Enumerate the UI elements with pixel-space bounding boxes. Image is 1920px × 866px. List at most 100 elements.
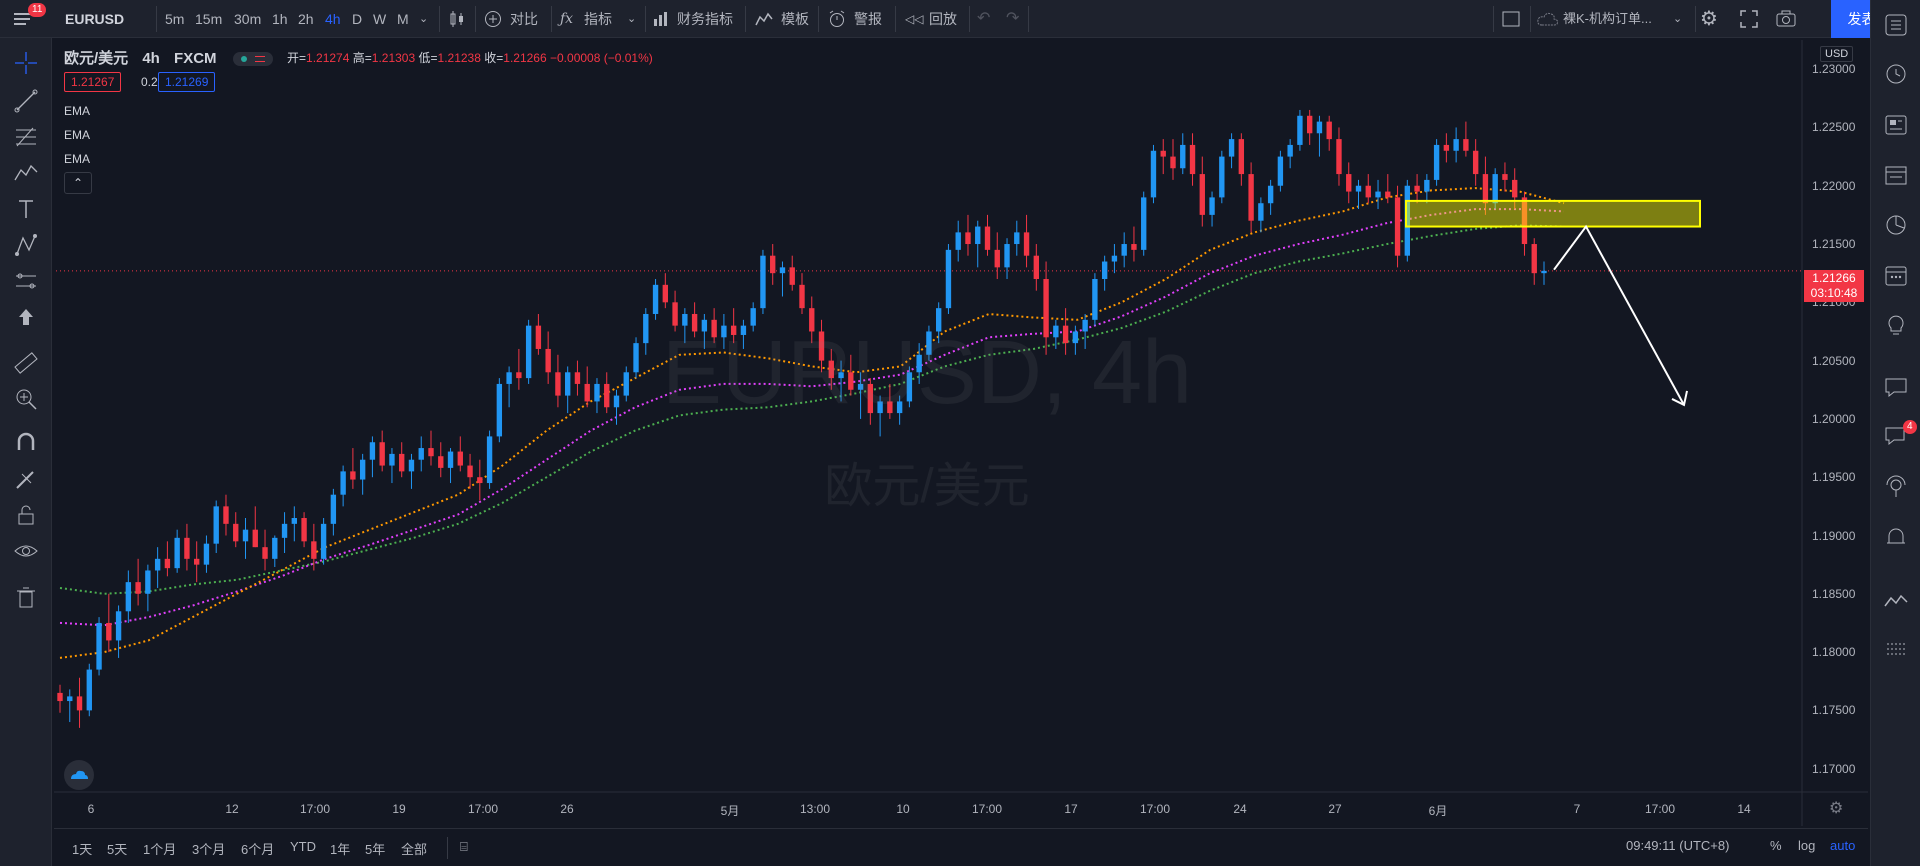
compare-icon[interactable] [484,10,502,31]
time-tick: 24 [1233,802,1247,816]
tf-15m[interactable]: 15m [195,11,223,27]
bell-icon[interactable] [1883,524,1909,550]
alarm-icon[interactable] [828,10,846,31]
log-toggle[interactable]: log [1798,838,1816,853]
chevron-down-icon[interactable]: ⌄ [419,13,429,25]
legend-exchange: FXCM [174,50,217,67]
range-1m[interactable]: 1个月 [143,842,177,857]
candle-body [272,537,278,559]
market-status-icon[interactable] [232,52,273,67]
candle-body [935,308,942,332]
trend-line-icon[interactable] [13,88,39,114]
candle-body [1023,232,1030,256]
auto-toggle[interactable]: auto [1830,838,1856,853]
templates-button[interactable]: 模板 [781,11,809,27]
pine-icon[interactable] [1883,588,1909,614]
fx-icon[interactable]: ƒx [560,11,574,27]
watchlist-icon[interactable] [1883,12,1909,38]
hotlist-icon[interactable] [1883,212,1909,238]
tf-w[interactable]: W [373,11,387,27]
dots-icon[interactable] [1883,636,1909,662]
range-ytd[interactable]: YTD [290,839,316,854]
chevron-down-icon[interactable]: ⌄ [627,13,637,25]
candle-body [1238,139,1245,175]
arrow-up-icon[interactable] [13,304,39,330]
range-3m[interactable]: 3个月 [192,842,226,857]
tradingview-logo-icon[interactable] [64,760,94,790]
streams-icon[interactable] [1883,474,1909,500]
sell-price-button[interactable]: 1.21267 [64,72,122,92]
range-1d[interactable]: 1天 [72,842,93,857]
cloud-icon[interactable] [1537,12,1559,29]
symbol-search[interactable]: EURUSD [65,11,125,27]
fullscreen-icon[interactable] [1740,10,1758,31]
news-icon[interactable] [1883,112,1909,138]
range-all[interactable]: 全部 [401,842,428,857]
crosshair-icon[interactable] [13,50,39,76]
candle-style-icon[interactable] [448,10,466,31]
tf-d[interactable]: D [352,11,363,27]
indicators-button[interactable]: 指标 [584,11,612,27]
time-tick: 19 [392,802,406,816]
candle-body [1316,121,1323,134]
text-icon[interactable] [13,196,39,222]
idea-icon[interactable] [1883,312,1909,338]
trash-icon[interactable] [13,584,39,610]
lock-pencil-icon[interactable] [13,466,39,492]
tf-5m[interactable]: 5m [165,11,185,27]
settings-gear-icon[interactable]: ⚙ [1829,800,1844,817]
tf-m[interactable]: M [397,11,409,27]
ruler-icon[interactable] [13,350,39,376]
calendar-icon[interactable] [1883,262,1909,288]
range-6m[interactable]: 6个月 [241,842,275,857]
magnet-icon[interactable] [13,430,39,456]
tf-30m[interactable]: 30m [234,11,262,27]
layout-name[interactable]: 裸K-机构订单... [1563,11,1652,26]
candle-body [682,313,688,326]
price-chart[interactable] [54,40,1868,826]
range-5y[interactable]: 5年 [365,842,386,857]
compare-button[interactable]: 对比 [510,11,538,27]
fib-icon[interactable] [13,124,39,150]
pattern-icon[interactable] [13,160,39,186]
chart-canvas[interactable] [54,40,1868,826]
chevron-down-icon[interactable]: ⌄ [1673,13,1683,25]
data-window-icon[interactable] [1883,162,1909,188]
goto-date-icon[interactable]: ⌸ [460,839,468,854]
financials-icon[interactable] [653,11,669,30]
bar-countdown: 03:10:48 [1810,286,1858,300]
clock[interactable]: 09:49:11 (UTC+8) [1626,838,1730,853]
indicator-ema-1[interactable]: EMA [64,104,91,118]
legend-title[interactable]: 欧元/美元 4h FXCM [64,47,273,68]
percent-toggle[interactable]: % [1770,838,1782,853]
camera-icon[interactable] [1776,10,1796,31]
undo-icon[interactable]: ↶ [977,10,991,27]
currency-label[interactable]: USD [1820,46,1854,62]
tf-1h[interactable]: 1h [272,11,288,27]
tf-2h[interactable]: 2h [298,11,314,27]
alert-button[interactable]: 警报 [854,11,882,27]
chat-icon[interactable] [1883,374,1909,400]
range-1y[interactable]: 1年 [330,842,351,857]
buy-price-button[interactable]: 1.21269 [158,72,216,92]
templates-icon[interactable] [755,11,773,30]
gear-icon[interactable]: ⚙ [1700,8,1718,30]
candle-body [125,582,132,612]
layout-square-icon[interactable] [1502,11,1520,30]
tf-4h[interactable]: 4h [325,11,341,27]
measure-icon[interactable] [13,268,39,294]
lock-icon[interactable] [13,502,39,528]
eye-icon[interactable] [13,538,39,564]
indicator-ema-2[interactable]: EMA [64,128,91,142]
menu-icon[interactable] [14,11,34,27]
financials-button[interactable]: 财务指标 [677,11,733,27]
collapse-legend-button[interactable]: ⌃ [64,172,92,194]
rewind-icon[interactable]: ◁◁ [905,12,924,26]
range-5d[interactable]: 5天 [107,842,128,857]
zoom-in-icon[interactable] [13,386,39,412]
prediction-icon[interactable] [13,232,39,258]
indicator-ema-3[interactable]: EMA [64,152,91,166]
redo-icon[interactable]: ↷ [1006,10,1020,27]
alarm-clock-icon[interactable] [1883,60,1909,86]
replay-button[interactable]: 回放 [929,11,957,27]
